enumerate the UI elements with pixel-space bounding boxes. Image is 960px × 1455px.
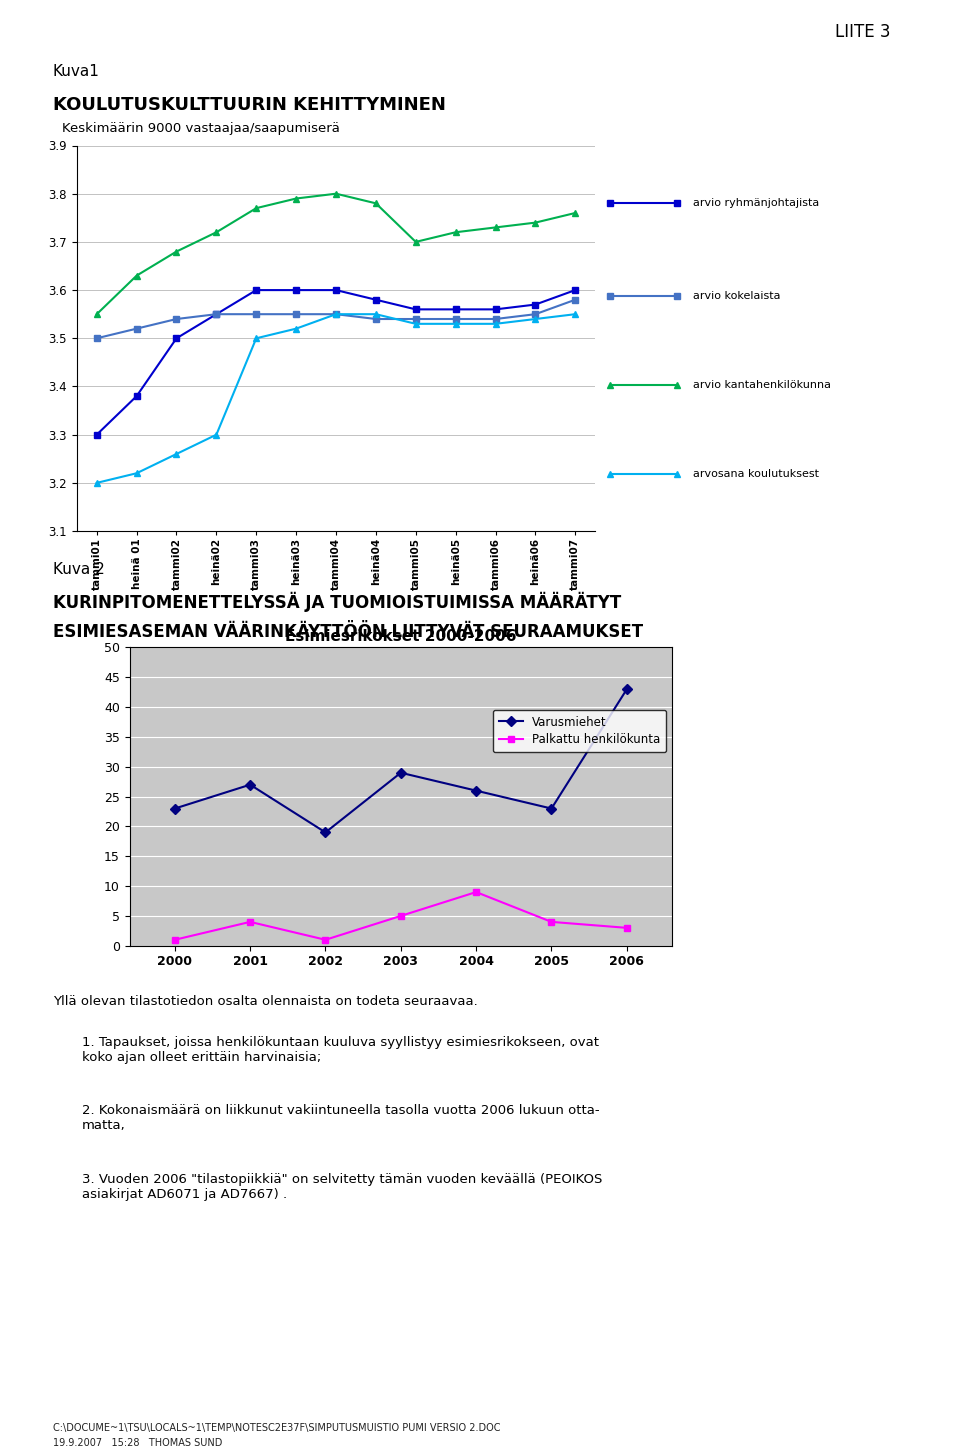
arvio kokelaista <box>210 306 222 323</box>
Text: Kuva 2: Kuva 2 <box>53 562 105 576</box>
Line: arvio ryhmänjohtajista: arvio ryhmänjohtajista <box>94 287 578 438</box>
arvio kokelaista <box>490 310 501 327</box>
Text: KOULUTUSKULTTUURIN KEHITTYMINEN: KOULUTUSKULTTUURIN KEHITTYMINEN <box>53 96 445 113</box>
Varusmiehet <box>470 781 482 799</box>
arvosana koulutuksest <box>490 316 501 333</box>
Title: Esimiesrikokset 2000-2006: Esimiesrikokset 2000-2006 <box>285 629 516 643</box>
arvio kokelaista <box>569 291 581 308</box>
Text: 2. Kokonaismäärä on liikkunut vakiintuneella tasolla vuotta 2006 lukuun otta-
ma: 2. Kokonaismäärä on liikkunut vakiintune… <box>82 1104 599 1132</box>
arvio kantahenkilökunna <box>131 266 142 284</box>
arvosana koulutuksest <box>410 316 421 333</box>
arvio kantahenkilökunna <box>210 224 222 242</box>
arvosana koulutuksest <box>371 306 382 323</box>
Text: C:\DOCUME~1\TSU\LOCALS~1\TEMP\NOTESC2E37F\SIMPUTUSMUISTIO PUMI VERSIO 2.DOC: C:\DOCUME~1\TSU\LOCALS~1\TEMP\NOTESC2E37… <box>53 1423 500 1433</box>
Line: arvosana koulutuksest: arvosana koulutuksest <box>93 311 579 486</box>
arvio kantahenkilökunna <box>171 243 182 260</box>
Text: 19.9.2007   15:28   THOMAS SUND: 19.9.2007 15:28 THOMAS SUND <box>53 1438 222 1448</box>
arvio ryhmänjohtajista <box>450 301 462 319</box>
Palkattu henkilökunta <box>621 920 633 937</box>
Text: KURINPITOMENETTELYSSÄ JA TUOMIOISTUIMISSA MÄÄRÄTYT: KURINPITOMENETTELYSSÄ JA TUOMIOISTUIMISS… <box>53 592 621 613</box>
Palkattu henkilökunta <box>470 883 482 901</box>
arvosana koulutuksest <box>210 426 222 444</box>
arvosana koulutuksest <box>569 306 581 323</box>
Palkattu henkilökunta <box>245 914 256 931</box>
arvio kantahenkilökunna <box>251 199 262 217</box>
Line: Palkattu henkilökunta: Palkattu henkilökunta <box>171 889 631 943</box>
arvio kokelaista <box>450 310 462 327</box>
arvio kokelaista <box>290 306 301 323</box>
arvosana koulutuksest <box>330 306 342 323</box>
arvosana koulutuksest <box>171 445 182 463</box>
arvio ryhmänjohtajista <box>131 387 142 404</box>
arvio kantahenkilökunna <box>530 214 541 231</box>
Text: Keskimäärin 9000 vastaajaa/saapumiserä: Keskimäärin 9000 vastaajaa/saapumiserä <box>62 122 340 135</box>
Varusmiehet <box>169 800 180 818</box>
arvio ryhmänjohtajista <box>91 426 103 444</box>
Text: ESIMIESASEMAN VÄÄRINKÄYTTÖÖN LIITTYVÄT SEURAAMUKSET: ESIMIESASEMAN VÄÄRINKÄYTTÖÖN LIITTYVÄT S… <box>53 623 643 640</box>
arvio kokelaista <box>371 310 382 327</box>
Line: arvio kantahenkilökunna: arvio kantahenkilökunna <box>93 191 579 317</box>
arvio ryhmänjohtajista <box>171 329 182 346</box>
arvio ryhmänjohtajista <box>290 281 301 298</box>
Varusmiehet <box>396 764 407 781</box>
Text: arvosana koulutuksest: arvosana koulutuksest <box>692 469 819 479</box>
arvio kokelaista <box>131 320 142 338</box>
Text: LIITE 3: LIITE 3 <box>835 23 891 41</box>
Line: Varusmiehet: Varusmiehet <box>171 685 631 835</box>
Varusmiehet <box>545 800 557 818</box>
arvio ryhmänjohtajista <box>251 281 262 298</box>
Text: arvio kokelaista: arvio kokelaista <box>692 291 780 301</box>
Varusmiehet <box>621 681 633 698</box>
arvio kokelaista <box>251 306 262 323</box>
Text: arvio kantahenkilökunna: arvio kantahenkilökunna <box>692 380 830 390</box>
Line: arvio kokelaista: arvio kokelaista <box>94 297 578 340</box>
Palkattu henkilökunta <box>169 931 180 949</box>
Varusmiehet <box>245 776 256 793</box>
arvio kokelaista <box>410 310 421 327</box>
arvio ryhmänjohtajista <box>410 301 421 319</box>
arvio kantahenkilökunna <box>290 189 301 207</box>
arvio kokelaista <box>91 329 103 346</box>
arvio kokelaista <box>530 306 541 323</box>
Text: Kuva1: Kuva1 <box>53 64 100 79</box>
arvio ryhmänjohtajista <box>210 306 222 323</box>
Text: 1. Tapaukset, joissa henkilökuntaan kuuluva syyllistyy esimiesrikokseen, ovat
ko: 1. Tapaukset, joissa henkilökuntaan kuul… <box>82 1036 599 1064</box>
arvio kokelaista <box>330 306 342 323</box>
arvio kantahenkilökunna <box>450 224 462 242</box>
Text: arvio ryhmänjohtajista: arvio ryhmänjohtajista <box>692 198 819 208</box>
arvio kantahenkilökunna <box>371 195 382 212</box>
arvio ryhmänjohtajista <box>371 291 382 308</box>
Palkattu henkilökunta <box>545 914 557 931</box>
arvosana koulutuksest <box>91 474 103 492</box>
arvio ryhmänjohtajista <box>569 281 581 298</box>
arvosana koulutuksest <box>290 320 301 338</box>
arvosana koulutuksest <box>131 464 142 482</box>
arvio ryhmänjohtajista <box>530 295 541 313</box>
arvio kantahenkilökunna <box>490 218 501 236</box>
Palkattu henkilökunta <box>320 931 331 949</box>
arvosana koulutuksest <box>251 329 262 346</box>
arvio kantahenkilökunna <box>410 233 421 250</box>
Legend: Varusmiehet, Palkattu henkilökunta: Varusmiehet, Palkattu henkilökunta <box>493 710 666 752</box>
Text: Yllä olevan tilastotiedon osalta olennaista on todeta seuraavaa.: Yllä olevan tilastotiedon osalta olennai… <box>53 995 477 1008</box>
arvio kokelaista <box>171 310 182 327</box>
Text: 3. Vuoden 2006 "tilastopiikkiä" on selvitetty tämän vuoden keväällä (PEOIKOS
asi: 3. Vuoden 2006 "tilastopiikkiä" on selvi… <box>82 1173 602 1200</box>
arvosana koulutuksest <box>530 310 541 327</box>
arvosana koulutuksest <box>450 316 462 333</box>
arvio ryhmänjohtajista <box>490 301 501 319</box>
arvio kantahenkilökunna <box>91 306 103 323</box>
Varusmiehet <box>320 824 331 841</box>
arvio ryhmänjohtajista <box>330 281 342 298</box>
arvio kantahenkilökunna <box>330 185 342 202</box>
Palkattu henkilökunta <box>396 908 407 925</box>
arvio kantahenkilökunna <box>569 204 581 221</box>
